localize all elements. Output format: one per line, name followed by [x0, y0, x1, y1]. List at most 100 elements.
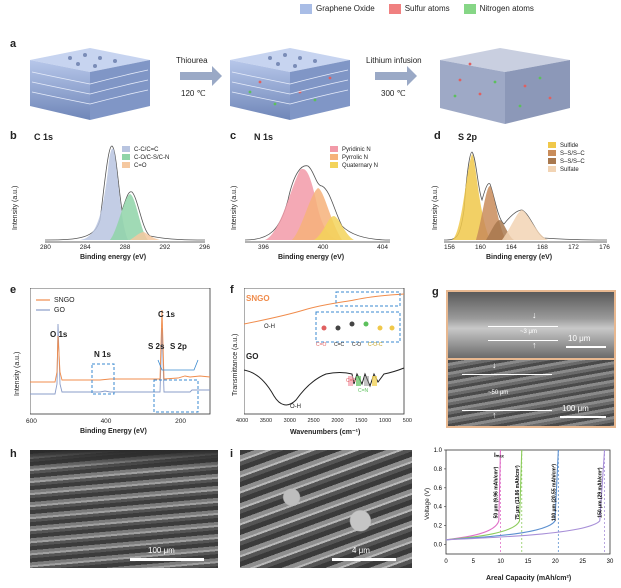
y-tick-label: 0.2	[434, 524, 443, 530]
legend-nitrogen-atoms: Nitrogen atoms	[463, 4, 534, 14]
legend-item: S–S/S–C	[548, 150, 585, 158]
tick: 1500	[355, 418, 368, 424]
panel-a-letter: a	[10, 38, 17, 50]
thickness-label: ~50 μm	[488, 390, 509, 396]
panel-b-legend: C-C/C=C C-O/C-S/C-N C=O	[122, 146, 169, 170]
peak-n1s: N 1s	[94, 350, 111, 359]
panel-i-letter: i	[230, 448, 234, 460]
sem-cross-section-h: 100 μm	[30, 450, 218, 568]
tick: 400	[317, 244, 329, 251]
voltage-curve	[445, 449, 523, 541]
scale-bar	[566, 346, 606, 348]
panel-c-xlabel: Binding energy (eV)	[278, 254, 345, 261]
tick: 3500	[259, 418, 273, 424]
tick: 292	[159, 244, 171, 251]
tick: 280	[40, 244, 51, 251]
sem-thick-film: ↓ ↑ ~50 μm 100 μm	[446, 358, 616, 428]
panel-b-letter: b	[10, 130, 17, 142]
arrow-up-icon: ↑	[492, 410, 497, 420]
x-tick-label: 10	[497, 559, 504, 565]
panel-e-legend: SNGO GO	[54, 296, 75, 316]
legend-item: C-O/C-S/C-N	[122, 154, 169, 162]
legend-sngo: SNGO	[54, 297, 75, 304]
legend-item: Pyrrolic N	[330, 154, 378, 162]
annot-c-eq-n: C=N	[358, 388, 369, 394]
panel-f-letter: f	[230, 284, 234, 296]
panel-a-schematic	[30, 48, 570, 124]
panel-f-chart	[244, 288, 405, 415]
y-tick-label: 0.0	[434, 543, 443, 549]
y-tick-label: 0.4	[434, 505, 443, 511]
panel-f-ylabel: Transmittance (a.u.)	[232, 333, 239, 396]
tick: 400	[100, 418, 112, 425]
arrow-down-icon: ↓	[532, 310, 537, 320]
x-tick-label: 25	[579, 559, 586, 565]
x-tick-label: 5	[472, 559, 476, 565]
lithiated-stack	[440, 48, 570, 124]
panel-c-ylabel: Intensity (a.u.)	[231, 185, 238, 230]
scale-label: 100 μm	[562, 404, 589, 413]
tick: 500	[402, 418, 412, 424]
y-tick-label: 0.8	[434, 467, 443, 473]
y-tick-label: 0.6	[434, 486, 443, 492]
tick: 156	[444, 244, 455, 251]
arrow-down-icon: ↓	[492, 360, 497, 370]
panel-e-letter: e	[10, 284, 17, 296]
panel-g-letter: g	[432, 286, 439, 298]
voltage-curve	[445, 449, 501, 541]
panel-b-ylabel: Intensity (a.u.)	[12, 185, 19, 230]
go-stack-1	[30, 48, 150, 120]
y-tick-label: 1.0	[434, 448, 443, 454]
arrow-step-1	[180, 66, 222, 86]
x-tick-label: 0	[444, 559, 448, 565]
tick: 200	[175, 418, 186, 425]
top-shade	[30, 450, 218, 470]
tick: 396	[258, 244, 269, 251]
panel-d-ylabel: Intensity (a.u.)	[432, 185, 439, 230]
panel-c-chart	[244, 165, 391, 243]
panel-d-chart	[443, 151, 608, 243]
peak-c1s: C 1s	[158, 310, 175, 319]
panel-c-legend: Pyridinic N Pyrrolic N Quaternary N	[330, 146, 378, 170]
panel-c-title: N 1s	[254, 132, 274, 142]
panel-d-legend: Sulfide S–S/S–C S–S/S–C Sulfate	[548, 142, 585, 174]
step1-temp: 120 ℃	[181, 89, 206, 98]
panel-e-xlabel: Binding Energy (eV)	[80, 428, 147, 435]
panel-b-xlabel: Binding energy (eV)	[80, 254, 147, 261]
panel-b-ticks: 280 284 288 292 296	[40, 244, 210, 251]
annot-c-eq-c: C=C	[334, 342, 345, 348]
tick: 168	[537, 244, 548, 251]
panel-d-letter: d	[434, 130, 441, 142]
tick: 288	[119, 244, 131, 251]
tick: 4000	[236, 418, 249, 424]
tick: 176	[599, 244, 610, 251]
plot-frame	[445, 449, 611, 555]
series-label: 100 μm (20.55 mAh/cm²)	[551, 464, 557, 522]
peak-o1s: O 1s	[50, 330, 68, 339]
peak-s2p: S 2p	[170, 342, 187, 351]
panel-j-chart: 0 5 10 15 20 25 30 0.0 0.2 0.4 0.6 0.8 1.0 50 μm (9.9…	[434, 448, 614, 565]
sem-cross-section-i: 4 μm	[240, 450, 412, 568]
thickness-line	[488, 326, 558, 327]
go-stack-2	[230, 48, 350, 120]
x-tick-label: 30	[607, 559, 614, 565]
scale-bar	[130, 558, 204, 561]
panel-f-xlabel: Wavenumbers (cm⁻¹)	[290, 429, 361, 436]
panel-e-ylabel: Intensity (a.u.)	[14, 351, 21, 396]
sem-thin-film: ↓ ↑ ~3 μm 10 μm	[446, 290, 616, 360]
thickness-label: ~3 μm	[520, 329, 537, 335]
step1-reagent: Thiourea	[176, 56, 208, 65]
series-label: 50 μm (9.96 mAh/cm²)	[493, 466, 499, 518]
annot-c-o-c: C-O-C	[368, 342, 383, 348]
tick: 284	[79, 244, 91, 251]
legend-sulfur-atoms: Sulfur atoms	[388, 4, 450, 14]
panel-h-letter: h	[10, 448, 17, 460]
scale-bar	[560, 416, 606, 418]
x-tick-label: 15	[525, 559, 532, 565]
tick: 404	[377, 244, 388, 251]
tick: 160	[475, 244, 486, 251]
legend-item: C=O	[122, 162, 169, 170]
legend-item: Quaternary N	[330, 162, 378, 170]
thickness-line	[488, 340, 558, 341]
panel-c-letter: c	[230, 130, 237, 142]
